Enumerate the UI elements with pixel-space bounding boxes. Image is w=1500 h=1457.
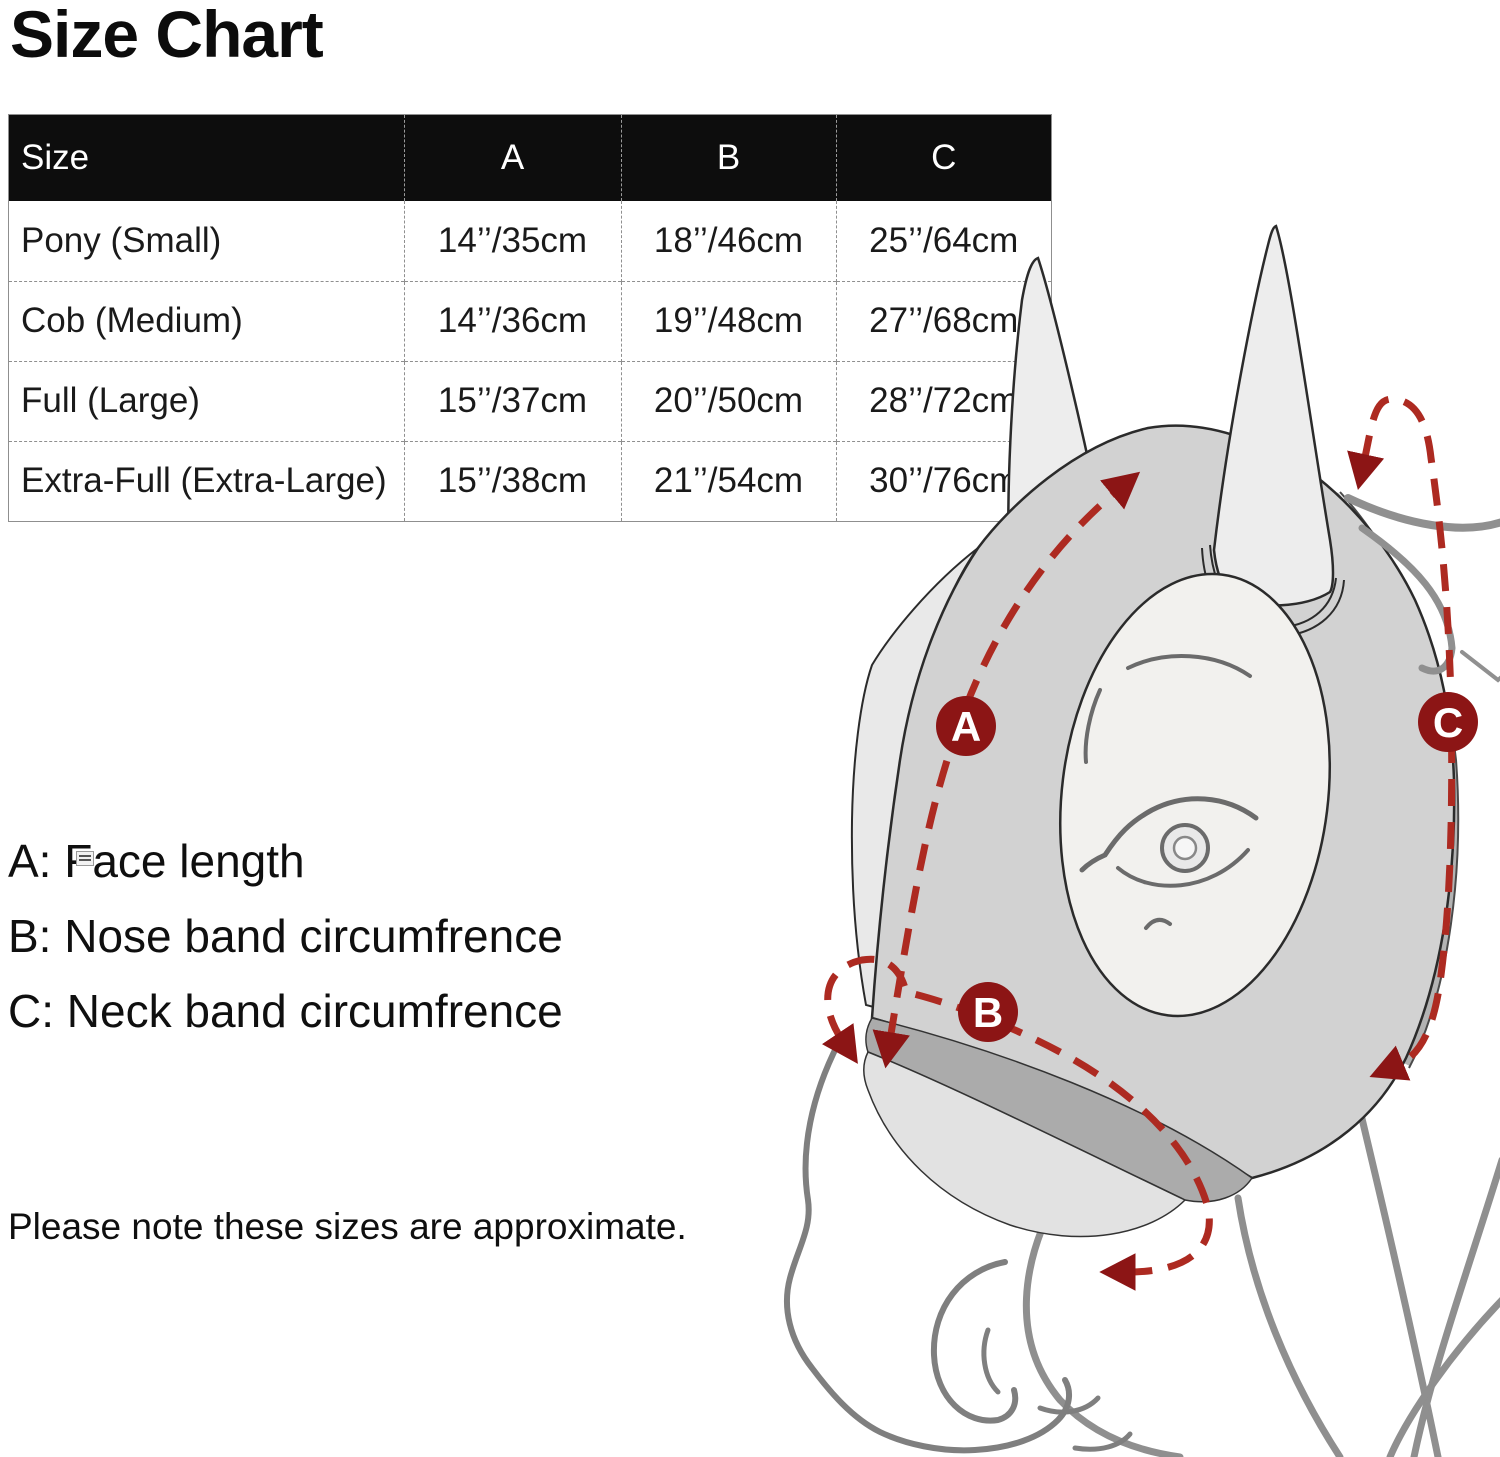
value-b: 20’’/50cm: [620, 360, 836, 441]
size-name: Full (Large): [9, 360, 404, 441]
col-header-c: C: [835, 115, 1051, 201]
table-header-row: Size A B C: [9, 115, 1051, 201]
value-a: 15’’/38cm: [403, 440, 621, 521]
badge-a-label: A: [951, 703, 981, 750]
legend-line-a: A: Face length: [8, 835, 305, 887]
table-row: Full (Large) 15’’/37cm 20’’/50cm 28’’/72…: [9, 360, 1051, 441]
legend-line-c: C: Neck band circumfrence: [8, 985, 563, 1037]
badge-b-circle: [958, 982, 1018, 1042]
col-header-a: A: [403, 115, 621, 201]
page-title: Size Chart: [10, 0, 324, 71]
value-a: 15’’/37cm: [403, 360, 621, 441]
value-c: 27’’/68cm: [835, 280, 1051, 361]
table-row: Pony (Small) 14’’/35cm 18’’/46cm 25’’/64…: [9, 201, 1051, 281]
stray-cursor-artifact: [76, 851, 94, 866]
size-name: Pony (Small): [21, 220, 222, 260]
value-b: 18’’/46cm: [620, 201, 836, 281]
measure-line-b: [822, 955, 1213, 1291]
horse-fly-mask-diagram: A B C: [784, 224, 1500, 1457]
size-name: Cob (Medium): [9, 280, 404, 361]
badge-b-label: B: [973, 989, 1003, 1036]
badge-c-label: C: [1433, 699, 1463, 746]
size-table: Size A B C Pony (Small) 14’’/35cm 18’’/4…: [8, 114, 1052, 522]
measurement-legend: A: Face length B: Nose band circumfrence…: [8, 824, 563, 1049]
badge-a-circle: [936, 696, 996, 756]
measure-line-c: [1347, 395, 1456, 1081]
legend-line-b: B: Nose band circumfrence: [8, 910, 563, 962]
value-a: 14’’/35cm: [403, 201, 621, 281]
value-b: 19’’/48cm: [620, 280, 836, 361]
col-header-size: Size: [9, 115, 404, 201]
value-b: 21’’/54cm: [620, 440, 836, 521]
table-row: Cob (Medium) 14’’/36cm 19’’/48cm 27’’/68…: [9, 280, 1051, 361]
measure-badges: A B C: [936, 692, 1478, 1042]
badge-c-circle: [1418, 692, 1478, 752]
value-c: 25’’/64cm: [835, 201, 1051, 281]
approximate-note: Please note these sizes are approximate.: [8, 1206, 687, 1247]
size-name: Extra-Full (Extra-Large): [9, 440, 404, 521]
col-header-b: B: [620, 115, 836, 201]
right-ear: [1212, 224, 1335, 607]
value-a: 14’’/36cm: [403, 280, 621, 361]
